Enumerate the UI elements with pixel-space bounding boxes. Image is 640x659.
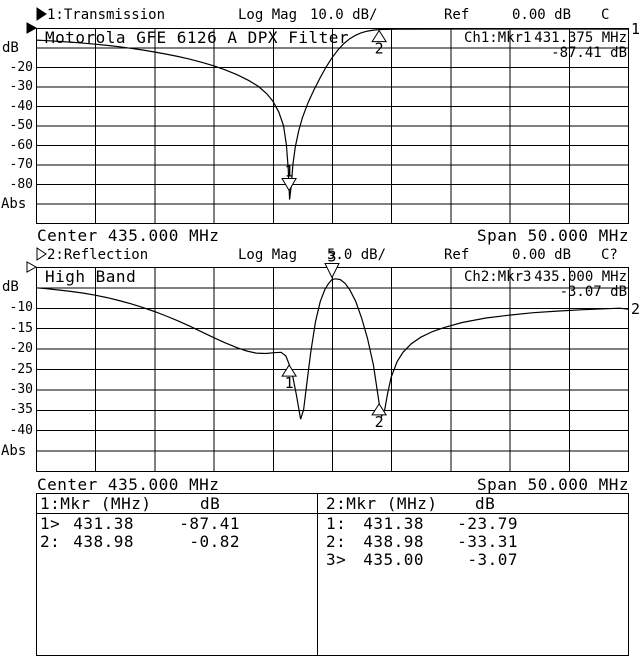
grid-chart1 xyxy=(36,28,629,224)
marker2-number: 2 xyxy=(375,413,384,431)
channel1-arrow-icon xyxy=(36,7,47,21)
table-left-row2-id: 2: xyxy=(40,532,61,551)
trace-channel2-reflection xyxy=(35,278,629,420)
y-tick-label: -30 xyxy=(9,381,33,397)
table-right-row2-id: 2: xyxy=(326,532,347,551)
table-left-row2-db: -0.82 xyxy=(189,532,240,551)
ref-level-pointer-icon xyxy=(26,261,38,273)
table-right-row2-freq: 438.98 xyxy=(363,532,424,551)
y-tick-label: -60 xyxy=(9,137,33,153)
footer2-span: Span 50.000 MHz xyxy=(477,475,629,494)
channel1-ref-value: 0.00 dB xyxy=(512,7,572,23)
marker1-symbol-icon xyxy=(281,177,297,192)
y-tick-label: -20 xyxy=(9,59,33,75)
abs-scale-label: Abs xyxy=(1,195,27,212)
table-right-row3-id: 3> xyxy=(326,550,347,569)
chart1-marker-freq: 431.375 MHz xyxy=(534,30,627,46)
chart2-marker-freq: 435.000 MHz xyxy=(534,269,627,285)
chart2-title: High Band xyxy=(45,267,137,286)
abs-scale-label: Abs xyxy=(1,442,27,459)
y-tick-label: -50 xyxy=(9,118,33,133)
y-tick-label: -35 xyxy=(9,402,33,418)
chart2-marker-value: -3.07 dB xyxy=(559,284,627,300)
table-right-row3-db: -3.07 xyxy=(467,550,518,569)
table-right-row1-db: -23.79 xyxy=(457,514,518,533)
table-left-row1-db: -87.41 xyxy=(179,514,240,533)
table-right-header: 2:Mkr (MHz) xyxy=(326,494,438,513)
table-left-row1-freq: 431.38 xyxy=(73,514,134,533)
channel1-label: 1:Transmission xyxy=(47,7,166,23)
y-tick-label: -15 xyxy=(9,320,33,336)
y-axis-unit-label: dB xyxy=(2,279,19,296)
trace-end-label-chart1: 1 xyxy=(631,20,640,38)
channel1-format: Log Mag xyxy=(238,7,298,23)
y-tick-label: -80 xyxy=(9,176,33,192)
table-left-row2-freq: 438.98 xyxy=(73,532,134,551)
y-tick-label: -70 xyxy=(9,157,33,172)
marker1-symbol-icon xyxy=(281,364,298,377)
marker2-symbol-icon xyxy=(371,29,388,43)
footer2-center: Center 435.000 MHz xyxy=(37,475,220,494)
channel2-arrow-icon xyxy=(36,247,47,261)
y-tick-label: -40 xyxy=(9,422,33,438)
y-tick-label: -25 xyxy=(9,361,33,377)
chart1-title: Motorola GFE 6126 A DPX Filter xyxy=(45,28,349,47)
y-tick-label: -40 xyxy=(9,98,33,114)
ref-level-pointer-icon xyxy=(26,22,38,34)
y-axis-unit-label: dB xyxy=(2,39,19,56)
channel1-ref-label: Ref xyxy=(444,7,470,23)
channel2-ref-label: Ref xyxy=(444,247,470,263)
marker1-number: 1 xyxy=(285,162,294,180)
channel1-scale: 10.0 dB/ xyxy=(310,7,378,23)
channel2-cal-status: C? xyxy=(601,247,618,263)
table-left-row1-id: 1> xyxy=(40,514,61,533)
table-right-row3-freq: 435.00 xyxy=(363,550,424,569)
marker3-number: 3 xyxy=(327,248,336,266)
marker3-symbol-icon xyxy=(324,263,340,279)
marker2-number: 2 xyxy=(375,40,384,58)
trace-end-label-chart2: 2 xyxy=(631,300,640,318)
y-tick-label: -30 xyxy=(9,79,33,94)
marker-table-border xyxy=(36,493,629,656)
channel1-cal-status: C xyxy=(601,7,610,23)
y-tick-label: -10 xyxy=(9,300,33,316)
channel2-format: Log Mag xyxy=(238,247,298,263)
table-right-header-unit: dB xyxy=(475,494,496,513)
footer1-span: Span 50.000 MHz xyxy=(477,226,629,245)
footer1-center: Center 435.000 MHz xyxy=(37,226,220,245)
table-left-header-unit: dB xyxy=(200,494,221,513)
channel2-ref-value: 0.00 dB xyxy=(512,247,572,263)
table-left-header: 1:Mkr (MHz) xyxy=(40,494,152,513)
table-right-row1-id: 1: xyxy=(326,514,347,533)
chart2-marker-readout-label: Ch2:Mkr3 xyxy=(464,269,532,285)
chart1-marker-value: -87.41 dB xyxy=(551,45,627,61)
channel2-scale: 5.0 dB/ xyxy=(327,247,387,263)
grid-chart2 xyxy=(36,267,629,472)
table-right-row1-freq: 431.38 xyxy=(363,514,424,533)
chart1-marker-readout-label: Ch1:Mkr1 xyxy=(464,30,532,46)
marker2-symbol-icon xyxy=(371,402,388,416)
table-right-row2-db: -33.31 xyxy=(457,532,518,551)
y-tick-label: -20 xyxy=(9,341,33,357)
marker1-number: 1 xyxy=(285,374,294,392)
channel2-label: 2:Reflection xyxy=(47,247,149,263)
